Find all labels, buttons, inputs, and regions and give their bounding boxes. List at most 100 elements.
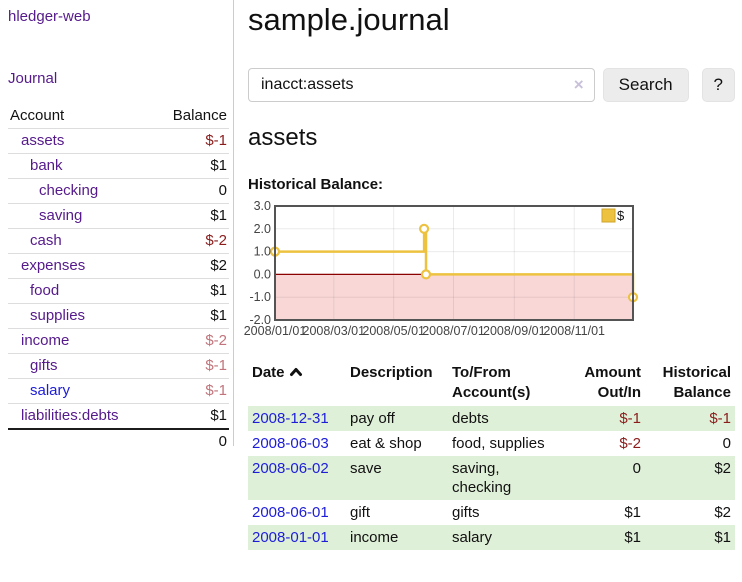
register-description: income (350, 529, 399, 546)
accounts-total-value: 0 (153, 428, 229, 454)
register-date: 2008-06-03 (248, 431, 346, 456)
register-row: 2008-01-01 income salary $1 $1 (248, 525, 735, 550)
accounts-header-balance: Balance (153, 104, 229, 129)
register-row: 2008-06-03 eat & shop food, supplies $-2 0 (248, 431, 735, 456)
accounts-table: Account Balance assets $-1 bank $1 checking 0… (8, 104, 229, 454)
accounts-header-row: Account Balance (8, 104, 229, 129)
account-link[interactable]: checking (39, 182, 99, 199)
account-balance: $1 (153, 278, 229, 304)
register-amount: $1 (624, 529, 641, 546)
account-row: expenses $2 (8, 253, 229, 279)
account-row: liabilities:debts $1 (8, 403, 229, 430)
svg-text:-2.0: -2.0 (249, 313, 271, 327)
account-balance: $-1 (153, 353, 229, 379)
account-link[interactable]: income (21, 332, 70, 349)
transaction-date-link[interactable]: 2008-06-01 (252, 504, 329, 521)
register-description: eat & shop (350, 435, 422, 452)
sidebar-item-journal[interactable]: Journal (8, 70, 58, 87)
svg-text:2.0: 2.0 (254, 222, 271, 236)
app-brand-link[interactable]: hledger-web (8, 8, 91, 25)
register-header-row: Date Description To/From Account(s) Amou… (248, 360, 735, 406)
account-link[interactable]: bank (30, 157, 63, 174)
register-amount: $-1 (619, 410, 641, 427)
register-date: 2008-12-31 (248, 406, 346, 431)
chart-canvas: $3.0 2.0 1.0 0.0 -1.0 -2.02008/01/012008/03/0… (244, 199, 639, 338)
account-row: checking 0 (8, 178, 229, 204)
transaction-date-link[interactable]: 2008-06-03 (252, 435, 329, 452)
transaction-date-link[interactable]: 2008-12-31 (252, 410, 329, 427)
search-form: × Search ? (248, 68, 735, 102)
svg-text:$: $ (617, 208, 625, 223)
register-description: gift (350, 504, 371, 521)
account-link[interactable]: expenses (21, 257, 86, 274)
search-button[interactable]: Search (602, 68, 689, 102)
register-balance: $2 (714, 460, 731, 477)
chart-title: Historical Balance: (248, 176, 384, 193)
account-balance: $-2 (153, 328, 229, 354)
account-balance: 0 (153, 178, 229, 204)
account-balance: $1 (153, 203, 229, 229)
register-date: 2008-06-01 (248, 500, 346, 525)
chart-legend: $ (601, 208, 625, 223)
account-link[interactable]: saving (39, 207, 83, 224)
account-row: cash $-2 (8, 228, 229, 254)
account-row: bank $1 (8, 153, 229, 179)
account-balance: $-1 (153, 128, 229, 154)
account-link[interactable]: cash (30, 232, 62, 249)
account-balance: $1 (153, 303, 229, 329)
account-link[interactable]: assets (21, 132, 65, 149)
account-balance: $-2 (153, 228, 229, 254)
search-input[interactable] (248, 68, 595, 102)
transaction-date-link[interactable]: 2008-06-02 (252, 460, 329, 477)
register-header-balance: Historical Balance (662, 364, 731, 401)
register-date: 2008-01-01 (248, 525, 346, 550)
register-description: pay off (350, 410, 395, 427)
sidebar: hledger-web Journal Account Balance asse… (0, 0, 234, 454)
sort-ascending-icon[interactable] (289, 366, 303, 377)
register-balance: $2 (714, 504, 731, 521)
account-link[interactable]: food (30, 282, 60, 299)
register-row: 2008-06-01 gift gifts $1 $2 (248, 500, 735, 525)
register-header-date[interactable]: Date (248, 360, 346, 406)
account-balance: $1 (153, 153, 229, 179)
account-row: gifts $-1 (8, 353, 229, 379)
main-content: sample.journal × Search ? assets Histori… (244, 0, 735, 582)
account-balance: $-1 (153, 378, 229, 404)
account-link[interactable]: supplies (30, 307, 86, 324)
clear-search-icon[interactable]: × (573, 75, 584, 94)
register-accounts: debts (452, 410, 489, 427)
transaction-date-link[interactable]: 2008-01-01 (252, 529, 329, 546)
account-balance: $1 (153, 403, 229, 430)
register-description: save (350, 460, 382, 477)
account-link[interactable]: salary (30, 382, 71, 399)
register-amount: $-2 (619, 435, 641, 452)
help-button[interactable]: ? (701, 68, 735, 102)
svg-text:2008/01/01: 2008/01/01 (244, 324, 307, 338)
svg-text:2008/05/01: 2008/05/01 (362, 324, 425, 338)
account-row: saving $1 (8, 203, 229, 229)
register-table: Date Description To/From Account(s) Amou… (248, 360, 735, 550)
historical-balance-chart: $3.0 2.0 1.0 0.0 -1.0 -2.0 2008/01/01 2008/03/0… (242, 199, 642, 350)
svg-text:2008/07/01: 2008/07/01 (422, 324, 485, 338)
svg-text:-1.0: -1.0 (249, 290, 271, 304)
register-amount: 0 (632, 460, 641, 477)
svg-text:2008/11/01: 2008/11/01 (543, 324, 605, 338)
register-date: 2008-06-02 (248, 456, 346, 500)
register-amount: $1 (624, 504, 641, 521)
register-header-accounts: To/From Account(s) (452, 364, 531, 401)
page-title: sample.journal (248, 2, 450, 37)
account-link[interactable]: gifts (30, 357, 58, 374)
account-row: food $1 (8, 278, 229, 304)
svg-text:1.0: 1.0 (254, 245, 271, 259)
svg-text:0.0: 0.0 (254, 267, 271, 281)
register-balance: $-1 (709, 410, 731, 427)
account-row: income $-2 (8, 328, 229, 354)
svg-text:2008/03/01: 2008/03/01 (303, 324, 366, 338)
account-link[interactable]: liabilities:debts (21, 407, 119, 424)
register-accounts: saving, checking (452, 460, 512, 496)
accounts-total-row: 0 (8, 428, 229, 454)
register-header-description: Description (350, 364, 433, 381)
accounts-header-account: Account (8, 104, 154, 129)
register-balance: 0 (722, 435, 731, 452)
account-balance: $2 (153, 253, 229, 279)
